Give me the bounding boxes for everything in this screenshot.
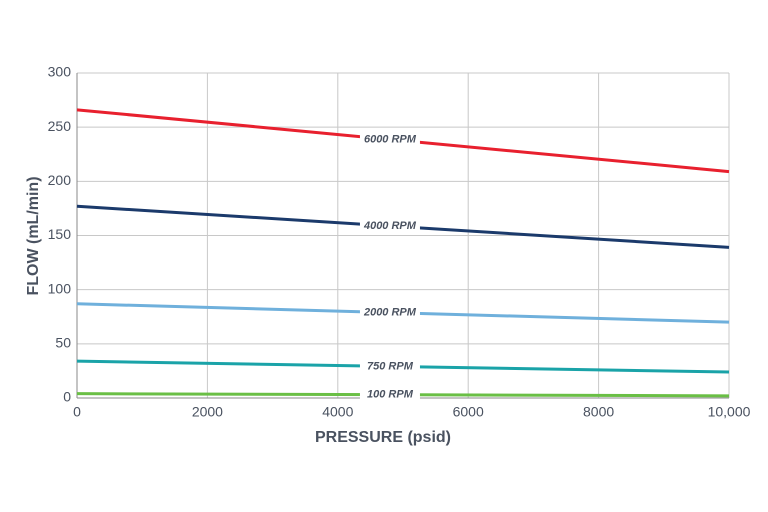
y-axis-title: FLOW (mL/min) (25, 176, 42, 295)
label-background (359, 132, 420, 147)
series-label: 2000 RPM (363, 306, 417, 318)
y-tick-label: 100 (48, 280, 72, 296)
x-tick-label: 10,000 (708, 404, 751, 420)
y-tick-label: 200 (48, 172, 72, 188)
series-label: 4000 RPM (363, 220, 417, 232)
y-tick-label: 50 (55, 335, 71, 351)
label-background (359, 359, 420, 374)
x-tick-label: 8000 (583, 404, 614, 420)
y-tick-label: 0 (63, 389, 71, 405)
x-tick-label: 0 (73, 404, 81, 420)
y-tick-label: 300 (48, 64, 72, 80)
x-tick-label: 6000 (453, 404, 484, 420)
series-label: 100 RPM (367, 389, 414, 401)
x-tick-label: 4000 (322, 404, 353, 420)
x-axis-title: PRESSURE (psid) (315, 429, 451, 446)
label-background (359, 219, 420, 234)
plot: 6000 RPM 4000 RPM 2000 RPM 750 RPM 100 RPM (76, 108, 730, 402)
series-label: 6000 RPM (364, 133, 417, 145)
y-tick-label: 250 (48, 118, 72, 134)
y-tick-label: 150 (48, 226, 72, 242)
grid: 0 50 100 150 200 250 300 0 2000 4000 6000 8000 10,00… (48, 64, 751, 420)
x-tick-label: 2000 (192, 404, 223, 420)
label-background (359, 305, 420, 320)
label-background (359, 387, 420, 402)
series-label: 750 RPM (367, 360, 414, 372)
